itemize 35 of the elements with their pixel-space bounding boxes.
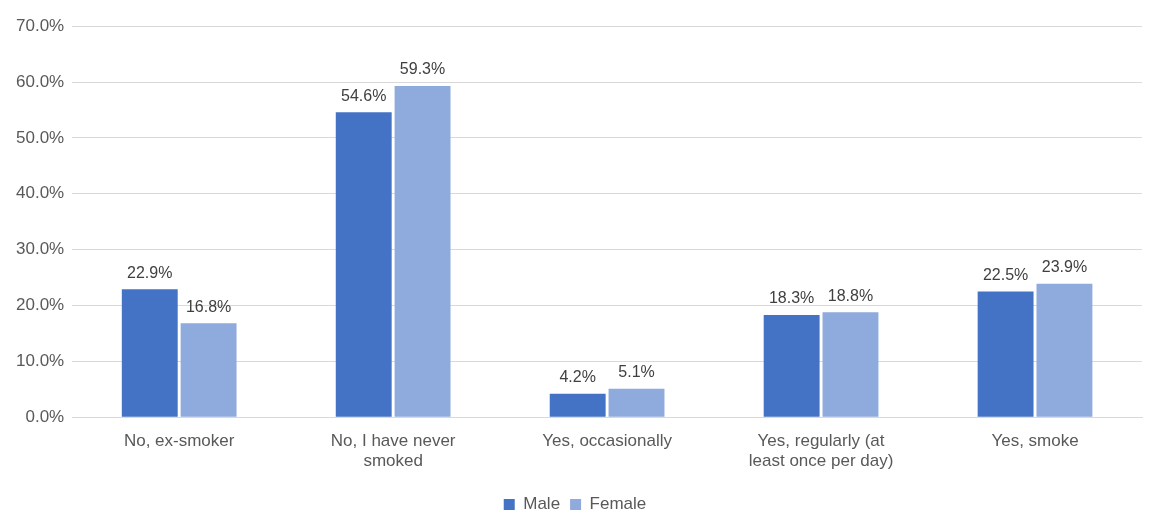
bar (549, 393, 606, 417)
bar (121, 289, 178, 417)
y-tick-label: 50.0% (16, 127, 65, 147)
data-label: 59.3% (399, 60, 446, 78)
data-label: 16.8% (185, 297, 232, 315)
bar (180, 323, 237, 417)
y-tick-label: 40.0% (16, 183, 65, 203)
data-label: 23.9% (1041, 258, 1088, 276)
x-tick-label: Yes, smoke (991, 431, 1079, 451)
data-label: 18.3% (768, 289, 815, 307)
data-label: 4.2% (559, 368, 596, 386)
x-tick-label: No, ex-smoker (123, 431, 235, 451)
legend-label: Female (589, 494, 647, 514)
y-tick-label: 20.0% (16, 295, 65, 315)
data-label: 54.6% (341, 86, 387, 104)
bar (1036, 283, 1093, 417)
x-tick-label: Yes, regularly (at least once per day) (748, 431, 894, 471)
y-tick-label: 0.0% (25, 406, 65, 426)
bar (394, 85, 451, 417)
bar (763, 314, 820, 417)
data-label: 22.5% (982, 265, 1029, 283)
y-tick-label: 70.0% (16, 15, 65, 35)
bar (608, 388, 665, 417)
legend-label: Male (523, 494, 561, 514)
x-tick-label: Yes, occasionally (542, 431, 673, 451)
bar (335, 112, 392, 417)
y-tick-label: 30.0% (16, 239, 65, 259)
x-tick-label: No, I have never smoked (330, 431, 456, 471)
data-label: 22.9% (127, 263, 173, 281)
data-label: 18.8% (827, 286, 874, 304)
data-label: 5.1% (618, 363, 655, 381)
bar (822, 312, 879, 417)
y-tick-label: 60.0% (16, 71, 65, 91)
y-tick-label: 10.0% (16, 351, 65, 371)
bar (977, 291, 1034, 417)
